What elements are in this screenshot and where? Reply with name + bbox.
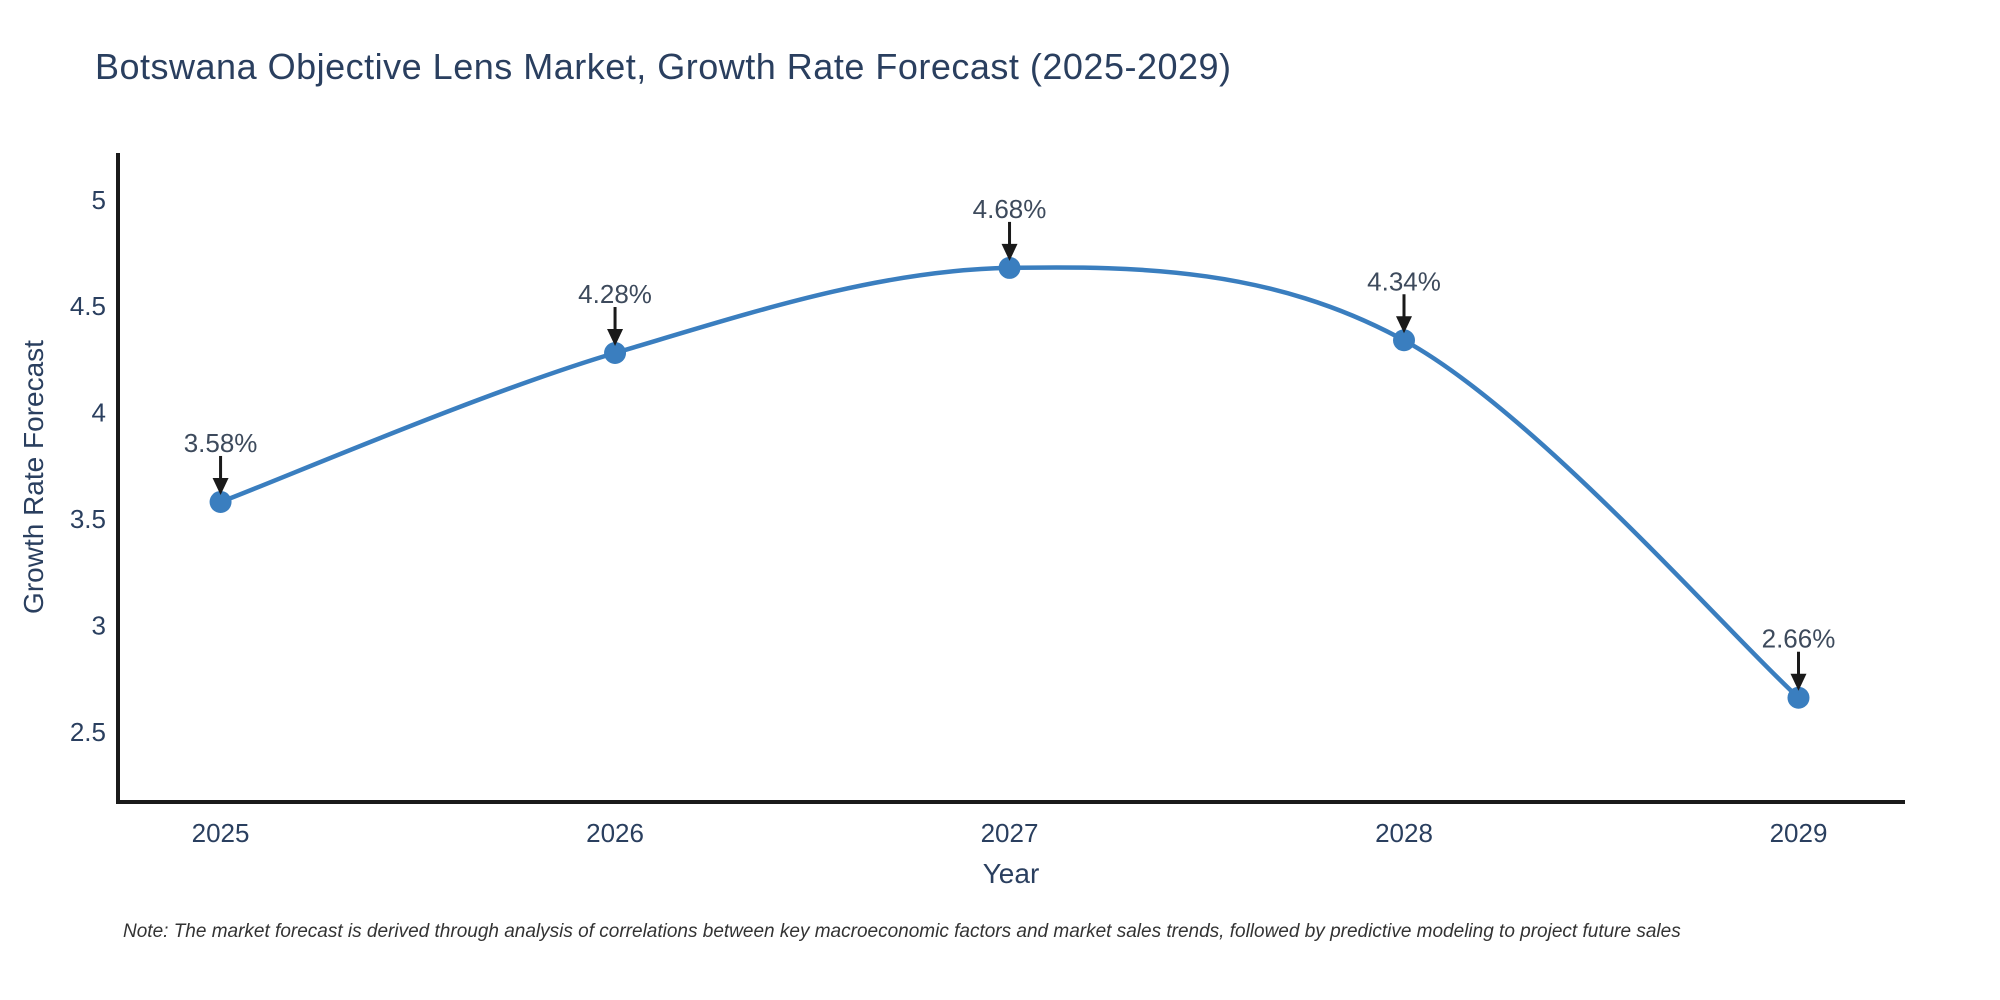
data-point-label: 2.66% xyxy=(1762,624,1836,654)
annotation-arrowhead xyxy=(1001,243,1018,261)
x-axis-title: Year xyxy=(982,858,1040,889)
data-point-label: 4.34% xyxy=(1367,266,1441,296)
annotation-arrowhead xyxy=(1396,316,1413,334)
y-tick-label: 4.5 xyxy=(70,291,106,321)
annotation-arrowhead xyxy=(1790,673,1807,691)
x-tick-label: 2029 xyxy=(1770,818,1828,848)
x-tick-label: 2026 xyxy=(586,818,644,848)
data-point-marker xyxy=(1393,329,1416,352)
data-point-marker xyxy=(604,342,627,365)
data-point-label: 4.28% xyxy=(578,279,652,309)
chart-title: Botswana Objective Lens Market, Growth R… xyxy=(95,46,1232,87)
data-point-marker xyxy=(209,490,232,513)
x-tick-label: 2027 xyxy=(981,818,1039,848)
data-point-label: 4.68% xyxy=(973,194,1047,224)
footnote: Note: The market forecast is derived thr… xyxy=(123,921,1681,942)
y-tick-label: 2.5 xyxy=(70,717,106,747)
y-tick-label: 3.5 xyxy=(70,504,106,534)
y-tick-label: 5 xyxy=(92,185,106,215)
data-point-marker xyxy=(1787,686,1810,709)
y-axis-title: Growth Rate Forecast xyxy=(18,340,49,614)
series-line xyxy=(218,265,1801,700)
x-tick-label: 2028 xyxy=(1375,818,1433,848)
annotation-arrowhead xyxy=(212,477,229,495)
annotation-arrowhead xyxy=(607,329,624,347)
data-point-label: 3.58% xyxy=(184,428,258,458)
data-point-marker xyxy=(998,256,1021,279)
y-tick-label: 3 xyxy=(92,610,106,640)
y-tick-label: 4 xyxy=(92,398,106,428)
x-tick-label: 2025 xyxy=(192,818,250,848)
